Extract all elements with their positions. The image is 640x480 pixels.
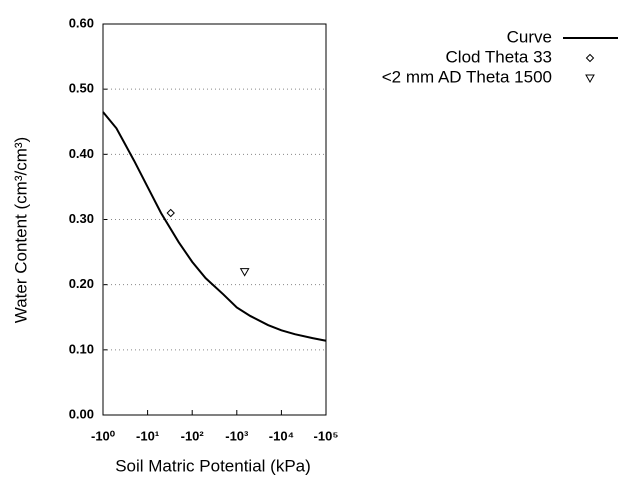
legend-label: <2 mm AD Theta 1500 [382, 67, 552, 86]
point [166, 208, 175, 218]
x-tick-label: -10¹ [136, 428, 159, 443]
x-tick-label: -10⁴ [269, 428, 294, 443]
y-tick-label: 0.60 [69, 15, 94, 30]
legend-label: Clod Theta 33 [446, 47, 552, 66]
y-tick-label: 0.20 [69, 276, 94, 291]
plot-frame [102, 23, 327, 416]
legend-label: Curve [507, 27, 552, 46]
y-tick-label: 0.40 [69, 146, 94, 161]
x-tick-label: -10⁵ [314, 428, 339, 443]
x-axis-label: Soil Matric Potential (kPa) [115, 456, 311, 475]
y-tick-label: 0.10 [69, 341, 94, 356]
legend-swatch [585, 74, 595, 84]
y-tick-label: 0.50 [69, 81, 94, 96]
legend-swatch [585, 53, 595, 63]
curve-line [102, 111, 327, 342]
point [239, 268, 250, 277]
y-tick-label: 0.00 [69, 406, 94, 421]
x-tick-label: -10³ [225, 428, 249, 443]
x-tick-label: -10² [181, 428, 205, 443]
y-tick-label: 0.30 [69, 211, 94, 226]
x-tick-label: -10⁰ [91, 428, 116, 443]
y-axis-label: Water Content (cm³/cm³) [11, 137, 30, 323]
